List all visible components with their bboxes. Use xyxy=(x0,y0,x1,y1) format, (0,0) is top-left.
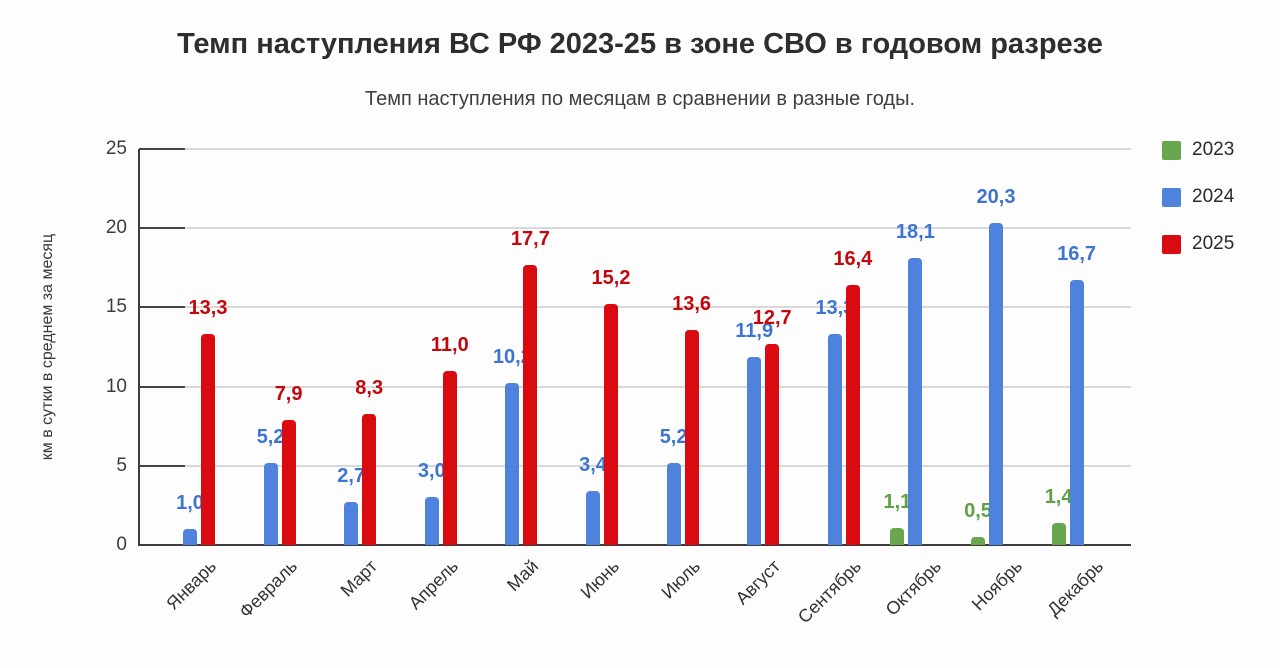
legend-label-2024: 2024 xyxy=(1192,186,1235,207)
bar-2024-Май xyxy=(505,383,520,545)
chart-subtitle: Темп наступления по месяцам в сравнении … xyxy=(364,88,915,110)
x-axis-label-Сентябрь: Сентябрь xyxy=(793,556,865,628)
value-label-2023-Ноябрь: 0,5 xyxy=(964,500,992,523)
bar-2025-Март xyxy=(362,413,377,545)
y-tick-25 xyxy=(139,148,185,150)
bar-2024-Апрель xyxy=(424,497,439,545)
value-label-2024-Январь: 1,0 xyxy=(176,492,204,515)
gridline-20 xyxy=(139,227,1131,230)
legend-item-2025: 2025 xyxy=(1162,233,1234,255)
y-tick-label-20: 20 xyxy=(105,217,127,239)
x-axis-label-Июнь: Июнь xyxy=(576,556,624,603)
value-label-2025-Сентябрь: 16,4 xyxy=(833,248,873,271)
legend-item-2024: 2024 xyxy=(1162,186,1234,208)
gridline-5 xyxy=(139,464,1131,467)
bar-2025-Июль xyxy=(684,329,699,545)
legend-swatch-2023-icon xyxy=(1162,140,1181,160)
y-tick-20 xyxy=(139,227,185,230)
y-tick-label-25: 25 xyxy=(105,138,127,159)
value-label-2024-Май: 10,2 xyxy=(492,346,532,369)
y-tick-15 xyxy=(139,306,185,309)
gridline-15 xyxy=(139,306,1131,309)
bar-2025-Август xyxy=(765,343,780,545)
value-label-2025-Май: 17,7 xyxy=(510,227,550,250)
x-axis-label-Апрель: Апрель xyxy=(404,556,462,614)
value-label-2024-Декабрь: 16,7 xyxy=(1057,243,1097,266)
value-label-2025-Август: 12,7 xyxy=(752,306,792,329)
bar-2024-Сентябрь xyxy=(827,334,842,545)
bar-2023-Декабрь xyxy=(1051,522,1066,545)
value-label-2024-Март: 2,7 xyxy=(337,465,366,488)
legend-label-2025: 2025 xyxy=(1192,233,1235,254)
value-label-2025-Февраль: 7,9 xyxy=(274,382,303,405)
value-label-2024-Ноябрь: 20,3 xyxy=(976,186,1016,209)
x-axis-label-Ноябрь: Ноябрь xyxy=(967,556,1027,615)
x-axis-label-Март: Март xyxy=(336,556,382,601)
x-axis-label-Февраль: Февраль xyxy=(234,556,301,622)
value-label-2024-Октябрь: 18,1 xyxy=(895,221,935,244)
bar-2024-Ноябрь xyxy=(989,223,1003,545)
value-label-2024-Июль: 5,2 xyxy=(659,425,688,448)
bar-2024-Март xyxy=(344,502,359,545)
bar-2024-Июль xyxy=(666,462,681,545)
y-tick-label-10: 10 xyxy=(105,375,127,397)
bar-2024-Декабрь xyxy=(1069,280,1084,545)
legend: 2023 2024 2025 xyxy=(1162,139,1234,255)
legend-swatch-2024-icon xyxy=(1162,187,1181,207)
x-axis-line xyxy=(138,544,1131,546)
x-axis-label-Июль: Июль xyxy=(657,556,704,603)
x-axis-label-Январь: Январь xyxy=(162,556,221,614)
bar-2024-Июнь xyxy=(586,491,600,545)
bar-2024-Август xyxy=(747,356,762,545)
bar-2025-Июнь xyxy=(604,304,618,545)
legend-swatch-2025-icon xyxy=(1162,234,1181,254)
legend-label-2023: 2023 xyxy=(1192,139,1235,160)
y-tick-label-0: 0 xyxy=(116,534,127,555)
legend-item-2023: 2023 xyxy=(1162,139,1234,161)
value-label-2024-Февраль: 5,2 xyxy=(256,425,285,448)
x-axis-label-Октябрь: Октябрь xyxy=(882,556,946,620)
value-label-2025-Январь: 13,3 xyxy=(188,297,228,320)
gridline-10 xyxy=(139,385,1131,388)
value-label-2023-Октябрь: 1,1 xyxy=(883,490,912,513)
bar-2024-Февраль xyxy=(263,462,278,545)
value-label-2024-Апрель: 3,0 xyxy=(417,460,446,483)
value-label-2025-Март: 8,3 xyxy=(355,376,384,399)
value-label-2025-Июль: 13,6 xyxy=(672,292,712,315)
bar-2023-Октябрь xyxy=(890,527,905,545)
x-axis-label-Август: Август xyxy=(731,556,785,609)
bar-2025-Январь xyxy=(201,334,215,545)
bar-2025-Май xyxy=(523,264,538,545)
value-label-2023-Декабрь: 1,4 xyxy=(1044,485,1073,508)
bar-2025-Сентябрь xyxy=(845,285,860,545)
bar-2025-Февраль xyxy=(281,419,296,545)
y-tick-label-5: 5 xyxy=(116,454,127,476)
y-axis-line xyxy=(138,149,140,545)
y-tick-10 xyxy=(139,385,185,388)
y-tick-label-15: 15 xyxy=(105,296,127,318)
bar-2024-Октябрь xyxy=(908,258,923,545)
y-tick-5 xyxy=(139,464,185,467)
value-label-2024-Сентябрь: 13,3 xyxy=(815,297,855,320)
gridline-25 xyxy=(139,148,1131,150)
bar-2024-Январь xyxy=(183,529,197,545)
x-axis-label-Май: Май xyxy=(503,556,543,596)
bar-2023-Ноябрь xyxy=(971,537,985,545)
chart-title: Темп наступления ВС РФ 2023-25 в зоне СВ… xyxy=(177,28,1103,60)
x-axis-label-Декабрь: Декабрь xyxy=(1042,556,1107,620)
bar-2025-Апрель xyxy=(442,370,457,545)
value-label-2025-Июнь: 15,2 xyxy=(591,267,631,290)
value-label-2025-Апрель: 11,0 xyxy=(430,333,469,356)
value-label-2024-Август: 11,9 xyxy=(735,319,774,342)
y-axis-title: км в сутки в среднем за месяц xyxy=(39,233,56,461)
value-label-2024-Июнь: 3,4 xyxy=(579,454,607,477)
